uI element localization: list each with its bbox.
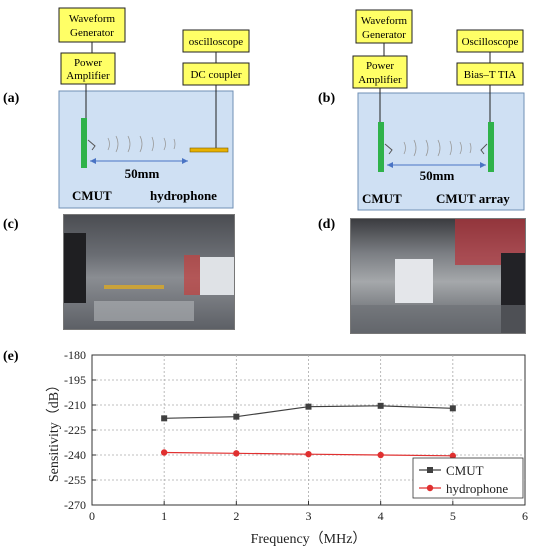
- transducer-mount-b-1: [384, 143, 393, 155]
- photo-setup-hydrophone: [63, 214, 235, 330]
- waveform-generator-box-b: [355, 9, 413, 44]
- photo-setup-cmut-array: [350, 218, 526, 334]
- cmut-transducer-b: [378, 122, 384, 172]
- y-tick-label: -225: [64, 423, 86, 437]
- transducer-mount-a: [87, 139, 96, 151]
- photo-c-hydrophone-rod: [104, 285, 164, 289]
- photo-c-red-cable: [184, 255, 200, 295]
- data-point-cmut: [305, 403, 312, 410]
- arrowhead-right-b: [480, 162, 486, 168]
- distance-label-a: 50mm: [125, 166, 160, 181]
- data-point-hydrophone: [377, 451, 384, 459]
- y-axis-label: Sensitivity（dB）: [46, 378, 62, 482]
- acoustic-waves-a: [107, 135, 176, 153]
- sensitivity-chart: 0 1 2 3 4 5 6 -180 -195 -210 -225 -240 -255 -270 Frequ…: [46, 348, 528, 547]
- cmut-transducer-a: [81, 118, 87, 168]
- data-point-hydrophone: [233, 450, 240, 457]
- legend-box: [412, 457, 524, 499]
- power-amplifier-label-b-1: Power: [366, 60, 394, 72]
- distance-label-b: 50mm: [420, 168, 455, 183]
- x-tick-label: 2: [233, 509, 239, 523]
- cmut-label-b: CMUT: [362, 191, 402, 206]
- dc-coupler-label-a: DC coupler: [190, 69, 241, 81]
- data-point-cmut: [233, 413, 240, 420]
- x-axis-label: Frequency（MHz）: [251, 531, 367, 547]
- data-point-cmut: [377, 402, 384, 409]
- x-tick-label: 3: [306, 509, 312, 523]
- photo-d-cmut-block: [395, 259, 433, 303]
- data-point-cmut: [161, 415, 168, 422]
- oscilloscope-label-a: oscilloscope: [189, 36, 243, 48]
- water-tank-b: [357, 92, 525, 211]
- photo-c-cmut-block: [200, 257, 234, 295]
- arrowhead-right-a: [182, 158, 188, 164]
- photo-d-base: [351, 305, 525, 333]
- legend-marker-cmut: [427, 467, 433, 473]
- waveform-generator-label-b-2: Generator: [362, 29, 406, 41]
- x-tick-label: 6: [522, 509, 528, 523]
- legend-marker-hydrophone: [426, 484, 434, 492]
- y-tick-label: -195: [64, 373, 86, 387]
- oscilloscope-label-b: Oscilloscope: [462, 36, 519, 48]
- x-tick-label: 4: [378, 509, 384, 523]
- photo-c-rail: [94, 301, 194, 321]
- legend-label-cmut: CMUT: [446, 463, 484, 478]
- panel-label-a: (a): [3, 91, 20, 106]
- hydrophone-label-a: hydrophone: [150, 188, 217, 203]
- transducer-mount-b-2: [480, 143, 488, 155]
- acoustic-waves-b: [403, 139, 472, 157]
- data-point-cmut: [449, 405, 456, 412]
- arrowhead-left-a: [90, 158, 96, 164]
- power-amplifier-box-a: [60, 52, 116, 85]
- hydrophone-probe-a: [189, 147, 229, 153]
- y-tick-label: -255: [64, 473, 86, 487]
- y-tick-label: -210: [64, 398, 86, 412]
- panel-label-d: (d): [318, 217, 335, 232]
- data-point-hydrophone: [449, 452, 457, 460]
- panel-b: (b) Waveform Generator Power Amplifier O…: [318, 9, 525, 211]
- arrowhead-left-b: [387, 162, 393, 168]
- y-tick-label: -270: [64, 498, 86, 512]
- y-tick-label: -180: [64, 348, 86, 362]
- power-amplifier-label-a-1: Power: [74, 57, 102, 69]
- waveform-generator-label-b-1: Waveform: [361, 15, 408, 27]
- power-amplifier-label-b-2: Amplifier: [358, 74, 402, 86]
- x-tick-label: 5: [450, 509, 456, 523]
- bias-tia-label-b: Bias–T TIA: [464, 69, 517, 81]
- panel-a: (a) Waveform Generator Power Amplifier o…: [3, 7, 250, 209]
- panel-label-c: (c): [3, 217, 19, 232]
- x-tick-label: 0: [89, 509, 95, 523]
- panel-label-e: (e): [3, 349, 19, 364]
- cmut-array-label-b: CMUT array: [436, 191, 510, 206]
- panel-label-b: (b): [318, 91, 335, 106]
- power-amplifier-box-b: [352, 55, 408, 89]
- y-tick-label: -240: [64, 448, 86, 462]
- waveform-generator-label-a-1: Waveform: [69, 13, 116, 25]
- x-tick-label: 1: [161, 509, 167, 523]
- data-point-hydrophone: [305, 450, 312, 458]
- photo-c-dark-fixture: [64, 233, 86, 303]
- legend-label-hydrophone: hydrophone: [446, 481, 508, 496]
- cmut-array-b: [488, 122, 494, 172]
- waveform-generator-label-a-2: Generator: [70, 27, 114, 39]
- data-point-hydrophone: [160, 449, 168, 456]
- cmut-label-a: CMUT: [72, 188, 112, 203]
- power-amplifier-label-a-2: Amplifier: [66, 70, 110, 82]
